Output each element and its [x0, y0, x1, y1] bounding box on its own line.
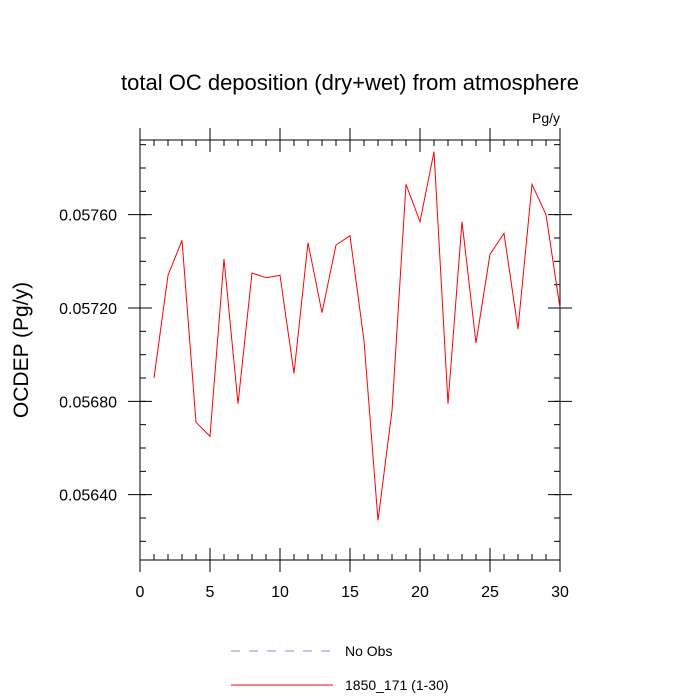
x-tick-label: 5 — [206, 584, 215, 601]
x-tick-label: 0 — [136, 584, 145, 601]
legend-label-series: 1850_171 (1-30) — [345, 677, 449, 693]
x-tick-label: 25 — [481, 584, 499, 601]
chart-title: total OC deposition (dry+wet) from atmos… — [121, 70, 579, 95]
y-tick-label: 0.05760 — [59, 208, 117, 225]
x-axis-ticks: 0 5 10 15 20 25 30 — [136, 128, 569, 601]
y-axis-label: OCDEP (Pg/y) — [10, 282, 33, 418]
x-tick-label: 20 — [411, 584, 429, 601]
legend: No Obs 1850_171 (1-30) — [231, 643, 449, 693]
y-tick-label: 0.05640 — [59, 488, 117, 505]
series-line — [153, 151, 561, 521]
plot-frame — [139, 139, 561, 561]
plot-area — [139, 139, 561, 561]
y-axis-ticks: 0.05640 0.05680 0.05720 0.05760 — [59, 144, 572, 542]
units-label: Pg/y — [532, 110, 560, 126]
y-tick-label: 0.05720 — [59, 301, 117, 318]
legend-label-no-obs: No Obs — [345, 643, 392, 659]
y-tick-label: 0.05680 — [59, 394, 117, 411]
x-tick-label: 15 — [341, 584, 359, 601]
x-tick-label: 30 — [551, 584, 569, 601]
series-layer — [153, 151, 561, 521]
x-tick-label: 10 — [271, 584, 289, 601]
